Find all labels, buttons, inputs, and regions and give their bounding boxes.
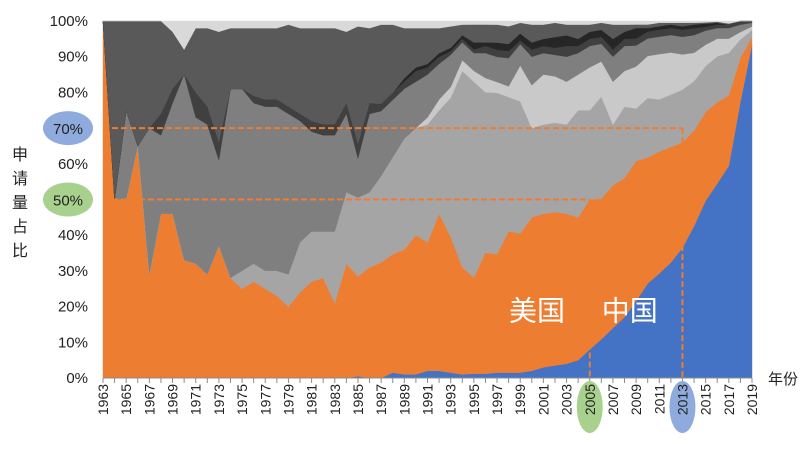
year-highlight-2013: [669, 381, 696, 433]
reference-overlays: 70% 50% 美国 中国: [43, 111, 684, 378]
x-tick-label: 1965: [118, 384, 134, 415]
area-layers: [102, 20, 753, 379]
x-tick-label: 2005: [582, 384, 598, 415]
y-axis-title-char: 比: [12, 241, 28, 260]
x-tick-label: 1999: [512, 384, 528, 415]
y-tick-label: 90%: [58, 49, 88, 66]
x-tick-label: 1977: [257, 384, 273, 415]
ref-marker-50%: [43, 182, 93, 217]
x-tick-label: 1989: [396, 384, 412, 415]
year-highlight-2005: [576, 381, 603, 433]
y-tick-label: 10%: [58, 334, 88, 351]
y-tick-label: 80%: [58, 84, 88, 101]
x-tick-label: 2013: [674, 384, 690, 415]
x-tick-label: 1979: [280, 384, 296, 415]
x-tick-label: 1975: [234, 384, 250, 415]
x-tick-label: 2019: [744, 384, 760, 415]
x-tick-label: 2003: [559, 384, 575, 415]
x-tick-label: 1981: [304, 384, 320, 415]
x-tick-label: 2007: [605, 384, 621, 415]
annotation-中国: 中国: [602, 294, 658, 327]
ref-marker-70%: [43, 111, 93, 146]
x-tick-label: 2011: [651, 384, 667, 414]
x-tick-label: 2017: [721, 384, 737, 415]
x-tick-label: 1985: [350, 384, 366, 415]
y-axis-title-char: 申: [12, 145, 28, 164]
x-tick-label: 2009: [628, 384, 644, 415]
y-tick-label: 20%: [58, 299, 88, 316]
x-tick-label: 1991: [420, 384, 436, 415]
x-tick-label: 1987: [373, 384, 389, 415]
area-series-layer-8: [103, 20, 752, 50]
y-axis-title-char: 占: [12, 217, 28, 236]
y-tick-label: 30%: [58, 263, 88, 280]
x-tick-label: 2015: [698, 384, 714, 415]
annotation-美国: 美国: [509, 294, 565, 327]
x-tick-label: 1983: [327, 384, 343, 415]
x-axis: 1963 1965 1967 1969 1971 1973 1975 1977 1979 1981…: [95, 377, 760, 433]
x-axis-title: 年份: [768, 370, 798, 388]
x-tick-label: 1993: [443, 384, 459, 415]
x-tick-label: 1971: [188, 384, 204, 415]
y-tick-label: 40%: [58, 227, 88, 244]
x-tick-label: 1969: [165, 384, 181, 415]
ref-marker-label: 70%: [53, 121, 83, 138]
x-tick-label: 1997: [489, 384, 505, 415]
y-axis-title-char: 请: [12, 169, 28, 188]
x-tick-label: 1963: [95, 384, 111, 415]
x-tick-label: 1995: [466, 384, 482, 415]
x-tick-label: 1967: [141, 384, 157, 415]
y-axis-title-char: 量: [12, 193, 28, 212]
y-axis: 0% 10% 20% 30% 40% 50% 60% 70% 80% 90% 100%: [50, 13, 88, 387]
x-tick-label: 1973: [211, 384, 227, 415]
x-tick-label: 2001: [535, 384, 551, 415]
ref-marker-label: 50%: [53, 193, 83, 210]
y-tick-label: 0%: [66, 370, 88, 387]
y-tick-label: 100%: [50, 13, 88, 30]
y-tick-label: 60%: [58, 156, 88, 173]
